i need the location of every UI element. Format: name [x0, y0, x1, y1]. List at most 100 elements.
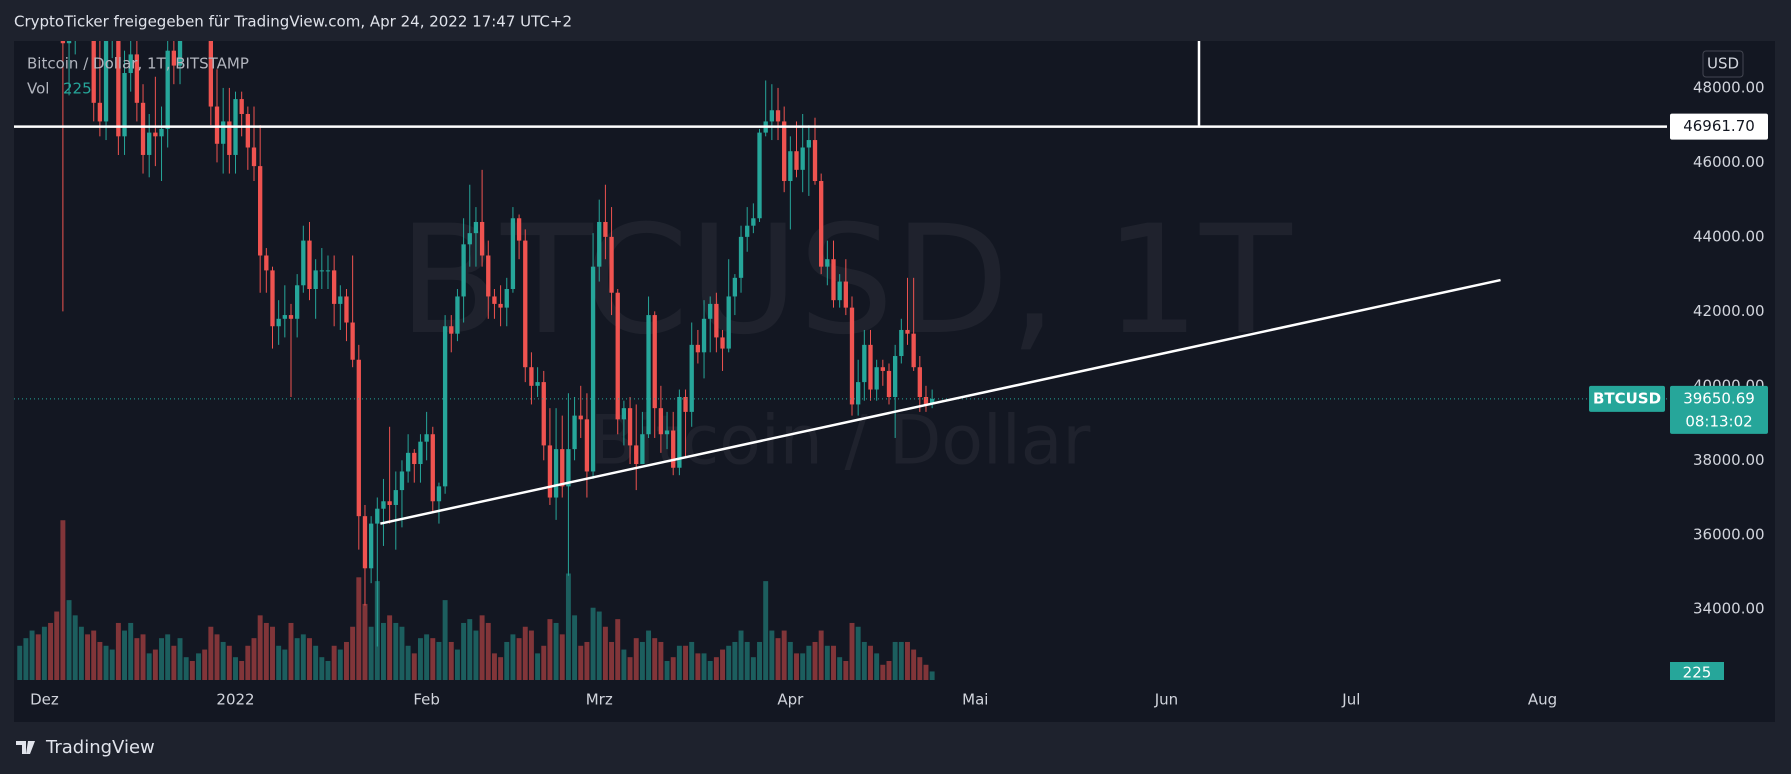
volume-bar: [713, 657, 719, 680]
volume-bar: [757, 641, 762, 680]
x-tick-label: Apr: [777, 691, 804, 709]
candle-body: [405, 452, 411, 472]
candle-body: [227, 121, 232, 155]
volume-bar: [115, 622, 121, 680]
volume-bar: [658, 641, 664, 680]
volume-bar: [331, 645, 337, 680]
candle-body: [831, 259, 836, 301]
candle-body: [245, 113, 250, 148]
volume-bar: [652, 638, 658, 680]
currency: USD: [1707, 55, 1739, 73]
x-tick-label: Mai: [962, 691, 988, 709]
candle-body: [615, 292, 620, 420]
candle-body: [449, 326, 454, 334]
candle-body: [387, 501, 392, 505]
last-price-box: [1670, 385, 1768, 434]
volume-bar: [886, 660, 892, 680]
volume-bar: [510, 634, 516, 680]
candle-body: [849, 307, 855, 405]
volume-bar: [417, 638, 423, 680]
volume-bar: [874, 653, 880, 680]
volume-bar: [245, 645, 251, 680]
volume-bar: [664, 660, 670, 680]
volume-bar: [257, 615, 263, 680]
volume-bar: [794, 653, 799, 680]
candle-body: [726, 296, 731, 349]
candle-body: [658, 408, 664, 435]
candle-body: [695, 344, 701, 353]
volume-bar: [812, 641, 818, 680]
candle-body: [899, 329, 904, 357]
price-axis: 34000.0036000.0038000.0040000.0042000.00…: [1589, 78, 1768, 682]
volume-bar: [744, 641, 750, 680]
candle-body: [516, 218, 522, 241]
candle-body: [874, 367, 879, 390]
candle-body: [436, 486, 442, 502]
currency-box[interactable]: [1702, 50, 1744, 78]
candle-body: [60, 41, 66, 44]
horizontal-line-label-box: [1670, 113, 1768, 140]
volume-bar: [905, 641, 910, 680]
volume-bar: [307, 638, 312, 680]
candle-body: [547, 445, 553, 498]
candle-body: [399, 471, 405, 491]
x-tick-label: Jul: [1341, 691, 1360, 709]
candle-body: [868, 344, 873, 390]
volume-bar: [23, 638, 29, 680]
y-tick-label: 48000.00: [1693, 78, 1765, 96]
volume-bar: [806, 645, 812, 680]
volume-bar: [35, 634, 41, 680]
candle-body: [880, 367, 885, 371]
volume-bar: [233, 657, 238, 680]
candle-body: [541, 382, 546, 446]
volume-bar: [270, 626, 275, 680]
candle-body: [91, 41, 96, 103]
candle-body: [153, 132, 158, 137]
candle-body: [276, 318, 281, 327]
volume-bar: [337, 649, 343, 680]
candle-body: [578, 415, 583, 420]
volume-bar: [781, 630, 787, 680]
volume-bar: [522, 626, 528, 680]
candle-body: [97, 102, 103, 122]
candle-body: [264, 255, 269, 271]
candle-body: [356, 359, 361, 517]
candle-body: [609, 236, 614, 293]
candle-body: [282, 315, 287, 319]
candle-body: [886, 370, 892, 397]
candle-body: [375, 508, 380, 524]
volume-bar: [393, 622, 399, 680]
volume-bar: [689, 641, 695, 680]
candle-body: [837, 281, 842, 301]
volume-bar: [516, 638, 522, 680]
volume-bar: [855, 626, 861, 680]
candle-body: [479, 221, 485, 256]
candle-body: [775, 110, 781, 122]
volume-bar: [78, 626, 84, 680]
volume-bar: [676, 645, 682, 680]
brand: TradingView: [45, 737, 155, 758]
candle-body: [652, 315, 657, 409]
volume-bar: [553, 622, 559, 680]
candle-body: [892, 356, 898, 397]
candle-body: [929, 398, 935, 405]
candle-body: [689, 344, 694, 412]
y-tick-label: 36000.00: [1693, 525, 1765, 543]
volume-bar: [485, 622, 491, 680]
volume-bar: [226, 645, 232, 680]
volume-bar: [159, 638, 164, 680]
candle-body: [486, 255, 491, 297]
trendline: [380, 278, 1501, 525]
volume-bar: [572, 615, 578, 680]
candle-body: [856, 382, 861, 405]
candle-body: [430, 434, 435, 502]
volume-bar: [732, 641, 738, 680]
volume-bar: [917, 657, 923, 680]
volume-bar: [196, 653, 201, 680]
candle-body: [788, 151, 793, 182]
candle-body: [738, 236, 744, 278]
volume-bar: [646, 630, 652, 680]
volume-bar: [54, 611, 60, 680]
